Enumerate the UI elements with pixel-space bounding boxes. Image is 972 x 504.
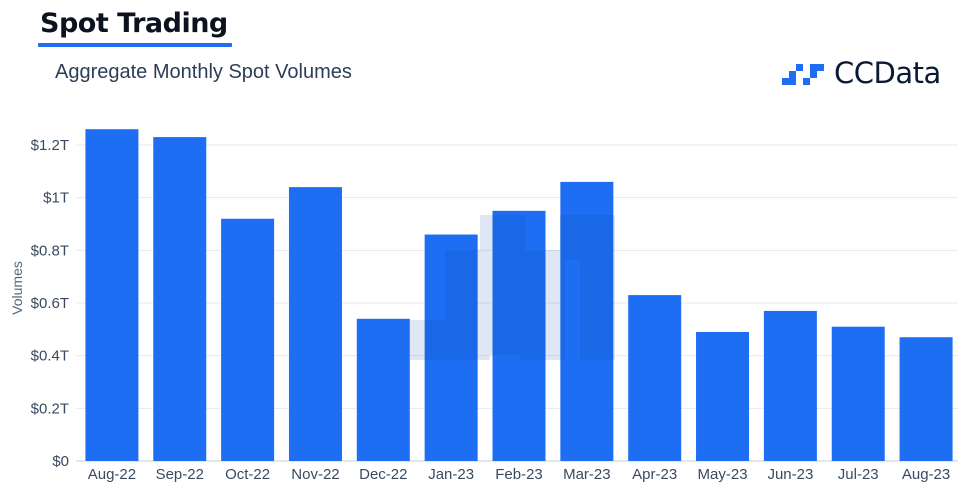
- y-tick-label: $0.2T: [31, 400, 69, 417]
- x-tick-label: Aug-22: [88, 466, 136, 483]
- bar-oct-22: [221, 218, 275, 461]
- watermark-logo: [410, 215, 615, 360]
- chart-subtitle: Aggregate Monthly Spot Volumes: [55, 61, 352, 83]
- x-tick-label: Dec-22: [359, 466, 407, 483]
- x-tick-label: Oct-22: [225, 466, 270, 483]
- x-tick-label: Feb-23: [495, 466, 543, 483]
- y-tick-label: $0.6T: [31, 295, 69, 312]
- y-tick-label: $1.2T: [31, 137, 69, 154]
- chart-title: Spot Trading: [40, 8, 228, 39]
- y-tick-label: $0.4T: [31, 348, 69, 365]
- x-tick-label: Jun-23: [767, 466, 813, 483]
- bar-dec-22: [356, 318, 410, 461]
- bar-jun-23: [763, 310, 817, 461]
- bar-jan-23: [424, 234, 478, 461]
- title-underline: [38, 43, 232, 47]
- bar-aug-22: [85, 129, 139, 461]
- bar-aug-23: [899, 337, 953, 461]
- x-tick-label: Aug-23: [902, 466, 950, 483]
- x-tick-label: May-23: [698, 466, 748, 483]
- y-tick-label: $0.8T: [31, 242, 69, 259]
- y-tick-label: $0: [52, 453, 69, 470]
- y-axis-label: Volumes: [9, 261, 25, 315]
- bar-mar-23: [560, 181, 614, 461]
- x-tick-label: Nov-22: [291, 466, 339, 483]
- ccdata-logo-icon: [782, 64, 824, 85]
- x-tick-label: Jan-23: [428, 466, 474, 483]
- y-tick-label: $1T: [43, 190, 69, 207]
- x-tick-label: Mar-23: [563, 466, 611, 483]
- x-tick-label: Jul-23: [838, 466, 879, 483]
- x-tick-label: Apr-23: [632, 466, 677, 483]
- bar-may-23: [696, 331, 750, 461]
- x-tick-label: Sep-22: [156, 466, 204, 483]
- ccdata-logo-text: CCData: [834, 56, 941, 90]
- bar-apr-23: [628, 295, 682, 461]
- bar-feb-23: [492, 210, 546, 461]
- bar-jul-23: [831, 326, 885, 461]
- bar-nov-22: [288, 187, 342, 461]
- bar-sep-22: [153, 137, 207, 461]
